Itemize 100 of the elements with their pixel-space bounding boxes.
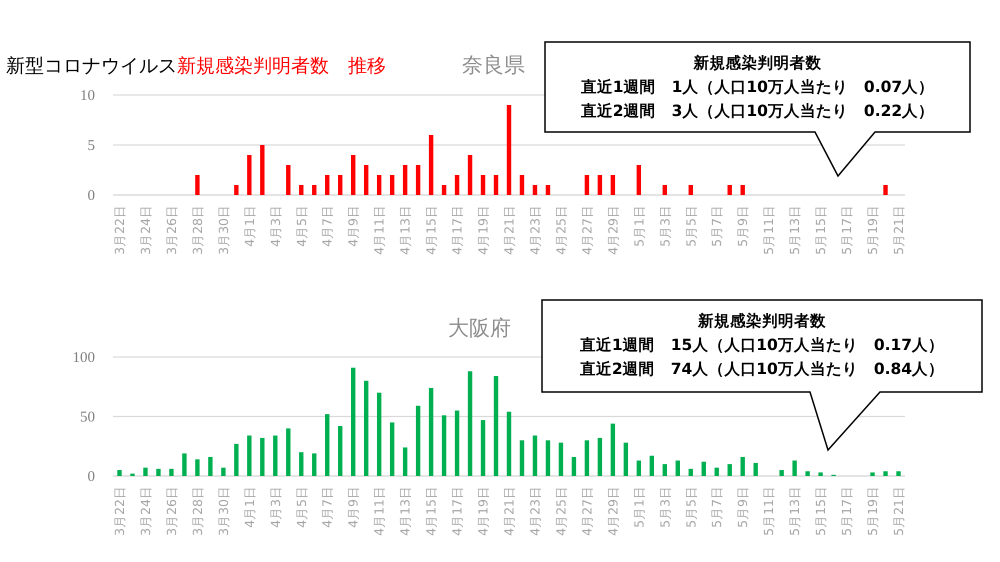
bar [506,105,512,195]
bar [818,472,823,476]
x-tick-label: 4月25日 [553,486,568,536]
bar [221,468,226,476]
x-tick-label: 4月3日 [268,205,283,247]
bar [390,422,394,476]
x-tick-label: 5月1日 [631,205,646,247]
x-tick-label: 5月17日 [839,205,854,255]
x-tick-label: 4月17日 [450,205,465,255]
bar [428,388,434,476]
x-tick-label: 4月13日 [398,486,413,536]
bar [325,414,330,476]
x-tick-label: 4月23日 [527,486,542,536]
x-tick-label: 4月11日 [372,486,387,536]
x-tick-label: 4月25日 [553,205,568,255]
bar [702,462,706,476]
x-tick-label: 5月3日 [657,486,672,528]
bar [350,368,356,476]
x-tick-label: 5月19日 [865,486,880,536]
bar [454,410,460,476]
bar [350,155,356,195]
x-tick-label: 5月9日 [735,486,750,528]
bar [143,468,148,476]
bar [364,380,368,476]
bar [506,412,512,476]
x-tick-label: 5月13日 [787,205,802,255]
bar [260,145,265,195]
bar [299,452,304,476]
x-tick-label: 4月27日 [579,486,594,536]
bar [753,462,758,476]
y-tick-label: 50 [80,410,95,426]
x-tick-label: 3月26日 [164,486,179,536]
bar [402,447,408,476]
bar [883,185,888,195]
x-tick-label: 5月13日 [787,486,802,536]
x-tick-label: 5月7日 [709,486,724,528]
bar [286,165,290,195]
x-tick-label: 5月15日 [813,486,828,536]
x-tick-label: 3月24日 [138,486,153,536]
bar [598,175,602,195]
bar [195,459,200,476]
bar [195,175,200,195]
bar [494,175,498,195]
text: 新規感染判明者数 [692,54,822,72]
x-tick-label: 4月1日 [242,486,257,528]
bar [312,453,316,476]
annotation: 直近2週間 74人（人口10万人当たり 0.84人） [578,360,944,378]
x-tick-label: 4月29日 [605,486,620,536]
bar [532,436,538,476]
bar [480,175,486,195]
text: 直近1週間 15人（人口10万人当たり 0.17人） [578,336,944,354]
x-tick-label: 3月24日 [138,205,153,255]
bar [740,456,745,476]
x-tick-label: 4月9日 [346,205,361,247]
bar [376,175,382,195]
bar [532,185,538,195]
y-tick-label: 0 [88,469,95,485]
text: 新規感染判明者数 推移 [177,55,386,77]
bar [442,415,446,476]
bar [156,468,161,476]
bar [636,165,642,195]
bar [325,175,330,195]
bar [584,175,590,195]
bar [299,185,304,195]
x-tick-label: 3月28日 [190,205,205,255]
bar [442,185,446,195]
y-tick-label: 10 [80,88,95,104]
bar [676,460,680,476]
bar [610,175,616,195]
x-tick-label: 5月3日 [657,205,672,247]
bar [688,185,693,195]
x-tick-label: 5月17日 [839,486,854,536]
bar [273,436,278,476]
x-tick-label: 4月3日 [268,486,283,528]
annotation: 直近1週間 1人（人口10万人当たり 0.07人） [580,78,934,96]
bar [584,440,590,476]
x-tick-label: 5月5日 [683,486,698,528]
bar [662,464,668,476]
bar [416,165,420,195]
y-tick-label: 100 [72,350,95,366]
x-tick-label: 5月5日 [683,205,698,247]
x-tick-label: 4月21日 [502,486,516,536]
bar [182,453,187,476]
bar [480,420,486,476]
annotation: 直近2週間 3人（人口10万人当たり 0.22人） [580,102,934,120]
bar [520,440,524,476]
bar [728,464,732,476]
bar [208,456,213,476]
bar [558,442,564,476]
x-tick-label: 4月29日 [605,205,620,255]
x-tick-label: 3月30日 [216,486,231,536]
x-tick-label: 4月21日 [502,205,516,255]
bar [494,376,498,476]
x-tick-label: 4月5日 [294,486,309,528]
bar [662,185,668,195]
bar [805,471,810,476]
bar [247,155,252,195]
x-tick-label: 5月7日 [709,205,724,247]
bar [364,165,368,195]
x-tick-label: 5月21日 [891,205,906,255]
